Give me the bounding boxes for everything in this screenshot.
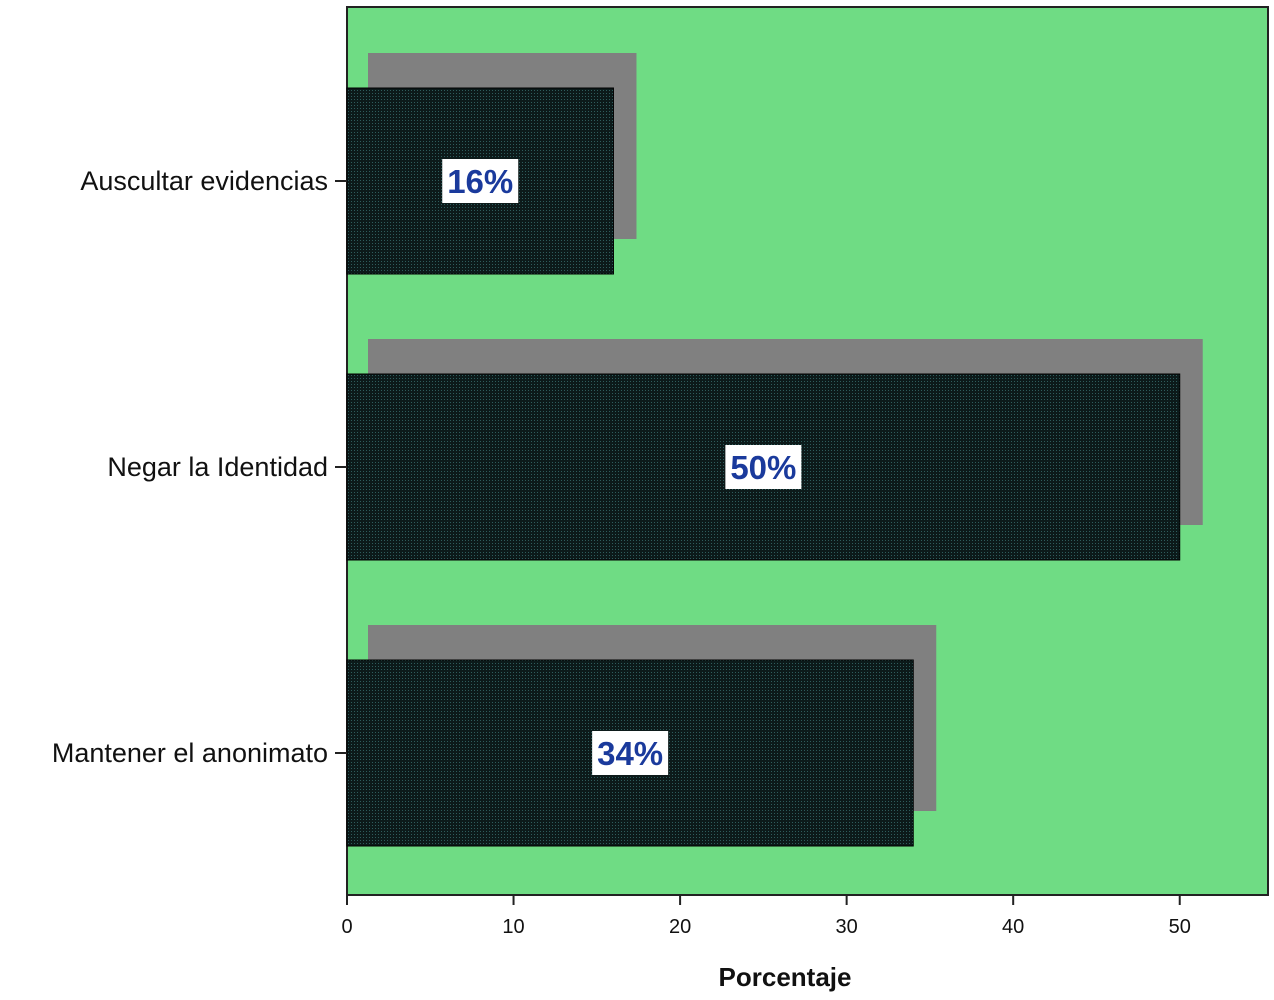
data-label: 50% <box>730 449 796 486</box>
category-labels: Auscultar evidencias Negar la Identidad Ma… <box>52 166 328 768</box>
category-label: Mantener el anonimato <box>52 738 328 768</box>
data-label: 34% <box>597 735 663 772</box>
bars <box>346 87 1181 847</box>
x-tick-label: 20 <box>669 916 691 938</box>
data-labels: 16% 50% 34% <box>442 159 802 775</box>
x-tick-label: 40 <box>1002 916 1024 938</box>
x-tick-label: 50 <box>1169 916 1191 938</box>
x-tick-label: 10 <box>502 916 524 938</box>
data-label-box <box>725 445 802 489</box>
data-label-box <box>592 731 669 775</box>
data-label-box <box>442 159 519 203</box>
category-label: Negar la Identidad <box>107 452 328 482</box>
data-label: 16% <box>447 163 513 200</box>
x-tick-label: 0 <box>341 916 352 938</box>
y-axis-ticks <box>335 180 347 754</box>
x-tick-label: 30 <box>836 916 858 938</box>
x-axis-title: Porcentaje <box>719 962 852 992</box>
category-label: Auscultar evidencias <box>80 166 328 196</box>
x-axis-ticks: 0 10 20 30 40 50 <box>341 895 1191 938</box>
